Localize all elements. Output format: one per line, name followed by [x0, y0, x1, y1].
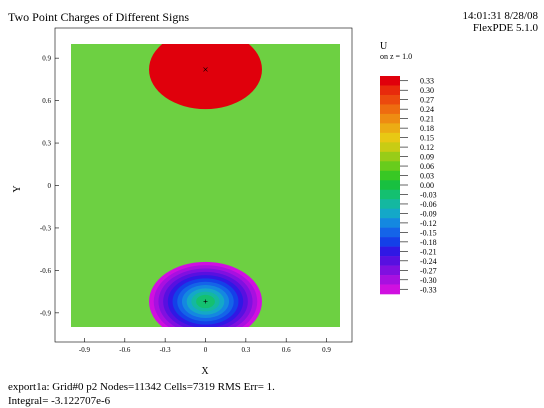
- footer-grid-info: export1a: Grid#0 p2 Nodes=11342 Cells=73…: [8, 381, 275, 393]
- y-tick-label: -0.9: [40, 309, 52, 317]
- legend-level-label: -0.15: [420, 228, 437, 237]
- legend-swatch: [380, 142, 400, 153]
- plot-frame: [54, 27, 353, 343]
- legend-swatch: [380, 275, 400, 285]
- legend-level-label: 0.00: [420, 181, 434, 190]
- legend-level-label: -0.12: [420, 219, 437, 228]
- negative-charge-marker: [203, 299, 208, 304]
- legend-level-label: 0.30: [420, 86, 434, 95]
- positive-charge-marker: [203, 67, 208, 72]
- legend-swatch: [380, 208, 400, 219]
- x-tick-label: -0.9: [79, 346, 91, 354]
- legend-level-label: 0.15: [420, 134, 434, 143]
- legend-swatch: [380, 265, 400, 276]
- legend-swatch: [380, 85, 400, 96]
- legend-swatch: [380, 237, 400, 247]
- legend-subtitle: on z = 1.0: [380, 52, 413, 61]
- legend-variable: U: [380, 41, 388, 52]
- legend-swatch: [380, 189, 400, 200]
- chart-title: Two Point Charges of Different Signs: [8, 10, 190, 24]
- legend-swatch: [380, 132, 400, 143]
- legend-level-label: -0.18: [420, 238, 437, 247]
- legend-level-label: -0.03: [420, 190, 437, 199]
- x-axis-ticks: -0.9 -0.6 -0.3 0 0.3 0.6 0.9: [79, 338, 331, 354]
- x-tick-label: 0.6: [282, 346, 291, 354]
- footer-integral: Integral= -3.122707e-6: [8, 395, 111, 407]
- legend-level-label: -0.30: [420, 276, 437, 285]
- legend-level-label: -0.24: [420, 257, 437, 266]
- legend-level-label: 0.03: [420, 172, 434, 181]
- legend-level-label: -0.21: [420, 247, 437, 256]
- x-tick-label: 0: [204, 346, 208, 354]
- x-axis-label: X: [201, 366, 209, 377]
- legend-swatch: [380, 256, 400, 266]
- legend-swatch: [380, 246, 400, 257]
- legend-swatch: [380, 161, 400, 172]
- y-tick-label: 0: [48, 182, 52, 190]
- x-tick-label: -0.3: [160, 346, 172, 354]
- legend-level-label: -0.27: [420, 266, 437, 275]
- color-legend: 0.330.300.270.240.210.180.150.120.090.06…: [380, 76, 437, 295]
- legend-level-label: -0.33: [420, 285, 437, 294]
- legend-level-label: 0.06: [420, 162, 434, 171]
- legend-level-label: 0.09: [420, 153, 434, 162]
- legend-swatch: [380, 94, 400, 105]
- contour-band: [149, 44, 262, 110]
- legend-swatch: [380, 104, 400, 115]
- legend-swatch: [380, 180, 400, 191]
- legend-level-label: 0.18: [420, 124, 434, 133]
- legend-swatch: [380, 170, 400, 181]
- legend-swatch: [380, 151, 400, 162]
- legend-swatch: [380, 76, 400, 86]
- legend-swatch: [380, 218, 400, 228]
- legend-level-label: 0.24: [420, 105, 434, 114]
- y-tick-label: 0.6: [42, 97, 51, 105]
- software-version: FlexPDE 5.1.0: [472, 22, 538, 34]
- x-tick-label: -0.6: [119, 346, 131, 354]
- y-axis-label: Y: [12, 185, 23, 192]
- legend-swatch: [380, 284, 400, 295]
- legend-swatch: [380, 199, 400, 209]
- y-axis-ticks: 0.9 0.6 0.3 0 -0.3 -0.6 -0.9: [40, 55, 59, 317]
- legend-level-label: 0.21: [420, 115, 434, 124]
- legend-level-label: 0.27: [420, 96, 434, 105]
- x-tick-label: 0.9: [322, 346, 331, 354]
- y-tick-label: 0.9: [42, 55, 51, 63]
- legend-level-label: 0.33: [420, 77, 434, 86]
- legend-swatch: [380, 113, 400, 124]
- legend-swatch: [380, 123, 400, 134]
- y-tick-label: -0.3: [40, 224, 52, 232]
- y-tick-label: -0.6: [40, 267, 52, 275]
- legend-swatch: [380, 227, 400, 238]
- legend-level-label: 0.12: [420, 143, 434, 152]
- timestamp: 14:01:31 8/28/08: [462, 10, 538, 22]
- legend-level-label: -0.09: [420, 209, 437, 218]
- legend-level-label: -0.06: [420, 200, 437, 209]
- charge-markers: [203, 67, 208, 304]
- y-tick-label: 0.3: [42, 140, 51, 148]
- x-tick-label: 0.3: [241, 346, 250, 354]
